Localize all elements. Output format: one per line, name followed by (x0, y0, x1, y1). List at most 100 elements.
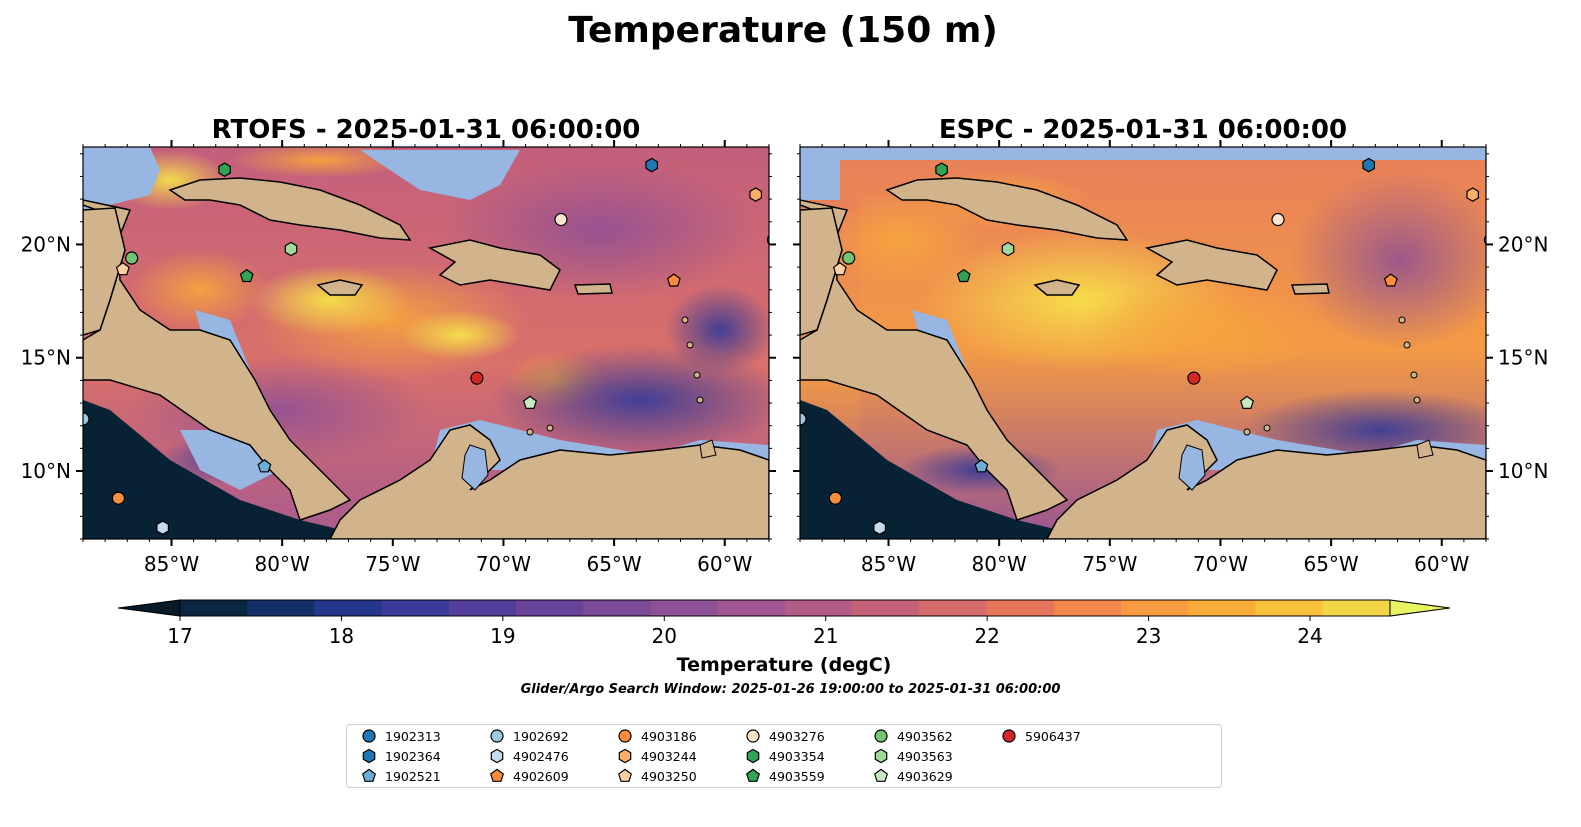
float-marker-4903186 (111, 491, 126, 505)
maracaibo-lake (1178, 444, 1206, 491)
colorbar-segment (1121, 600, 1189, 616)
lon-tick-label: 70°W (1193, 552, 1248, 576)
colorbar-segment (247, 600, 315, 616)
lat-tick-label: 20°N (1498, 232, 1548, 256)
colorbar-tick-label: 22 (974, 624, 999, 648)
legend-swatch (490, 748, 504, 764)
legend-swatch (1002, 729, 1016, 743)
float-marker-4903629 (522, 395, 538, 409)
puerto-rico-land (1290, 283, 1330, 295)
pacific-ocean (83, 400, 380, 539)
gulf-shelf (83, 147, 160, 220)
legend-swatch (746, 748, 760, 764)
legend-label: 1902313 (385, 728, 441, 744)
colorbar-segment (1188, 600, 1257, 616)
legend-label: 4903559 (769, 768, 825, 784)
float-marker-4903354 (746, 748, 760, 764)
maracaibo-lake (461, 444, 489, 491)
float-marker-1902692 (800, 412, 807, 426)
legend-item-4903562: 4903562 (871, 727, 953, 745)
float-marker-4903250 (115, 262, 130, 276)
float-marker-4903563 (1001, 241, 1015, 257)
float-marker-4902609 (666, 273, 681, 287)
legend-item-1902521: 1902521 (359, 767, 441, 785)
float-marker-4903250 (617, 768, 633, 782)
espc-panel: ESPC - 2025-01-31 06:00:00 (793, 115, 1548, 576)
hispaniola-land (427, 239, 561, 291)
cold-anomaly (665, 285, 769, 375)
legend-swatch (361, 768, 377, 782)
float-marker-4903354 (935, 162, 948, 177)
legend-label: 1902692 (513, 728, 569, 744)
float-marker-1902692 (83, 412, 90, 426)
float-marker-4902609 (489, 768, 505, 782)
lat-tick-label: 20°N (21, 232, 71, 256)
rtofs-panel-title: RTOFS - 2025-01-31 06:00:00 (212, 115, 641, 145)
trinidad-land (1416, 439, 1434, 459)
float-marker-1902521 (257, 459, 272, 473)
float-marker-4902476 (873, 520, 887, 535)
lesser-antilles (1403, 341, 1411, 349)
legend-item-4903559: 4903559 (743, 767, 825, 785)
legend-swatch (746, 729, 760, 743)
bahamas-shelf (360, 150, 520, 200)
float-marker-4903559 (745, 768, 761, 782)
lon-tick-label: 85°W (144, 552, 199, 576)
legend-label: 4903244 (641, 748, 697, 764)
colorbar-segment (1322, 600, 1391, 616)
legend-label: 4903563 (897, 748, 953, 764)
warm-anomaly (400, 310, 520, 360)
float-marker-4903563 (874, 748, 888, 764)
float-marker-1902521 (974, 459, 989, 473)
warm-anomaly (230, 147, 410, 178)
colorbar-segment (650, 600, 719, 616)
lesser-antilles (693, 371, 701, 379)
float-marker-4903276 (1271, 212, 1285, 227)
legend-item-4903250: 4903250 (615, 767, 697, 785)
colorbar-extend-low (117, 599, 181, 617)
jamaica-land (316, 279, 364, 296)
warm-anomaly (130, 250, 270, 330)
float-marker-4903629 (1239, 395, 1255, 409)
legend-swatch (490, 729, 504, 743)
lon-tick-label: 65°W (586, 552, 641, 576)
legend-item-4903629: 4903629 (871, 767, 953, 785)
colorbar-segment (1255, 600, 1324, 616)
cuba-land (168, 177, 412, 241)
float-marker-5906437 (1187, 371, 1201, 385)
float-marker-4903563 (284, 241, 298, 257)
colorbar-segment (448, 600, 517, 616)
legend-label: 4903276 (769, 728, 825, 744)
espc-float-markers (800, 157, 1486, 535)
float-marker-4903562 (125, 251, 139, 265)
colorbar-segment (1053, 600, 1122, 616)
lon-tick-label: 80°W (972, 552, 1027, 576)
legend-swatch (618, 748, 632, 764)
legend-swatch (617, 768, 633, 782)
float-marker-4903629 (873, 768, 889, 782)
float-marker-4903186 (828, 491, 843, 505)
lon-tick-label: 75°W (365, 552, 420, 576)
legend-label: 4903250 (641, 768, 697, 784)
colorbar-tick-label: 19 (490, 624, 515, 648)
abc-islands (1263, 424, 1271, 432)
lesser-antilles (696, 396, 704, 404)
float-marker-4903244 (749, 187, 763, 202)
float-marker-4903562 (842, 251, 856, 265)
legend-item-4903244: 4903244 (615, 747, 697, 765)
lon-tick-label: 65°W (1303, 552, 1358, 576)
float-marker-1902364 (1362, 157, 1376, 173)
abc-islands (546, 424, 554, 432)
rtofs-panel: RTOFS - 2025-01-31 06:00:00 (21, 115, 776, 576)
lesser-antilles (1413, 396, 1421, 404)
legend-swatch (618, 729, 632, 743)
colorbar: 17 18 19 20 21 22 23 24 (117, 599, 1451, 648)
legend-item-4902476: 4902476 (487, 747, 569, 765)
legend-item-1902313: 1902313 (359, 727, 441, 745)
cuba-land (885, 177, 1129, 241)
hispaniola-land (1144, 239, 1278, 291)
lon-tick-label: 75°W (1082, 552, 1137, 576)
colorbar-segment (516, 600, 584, 616)
legend-swatch (362, 748, 376, 764)
